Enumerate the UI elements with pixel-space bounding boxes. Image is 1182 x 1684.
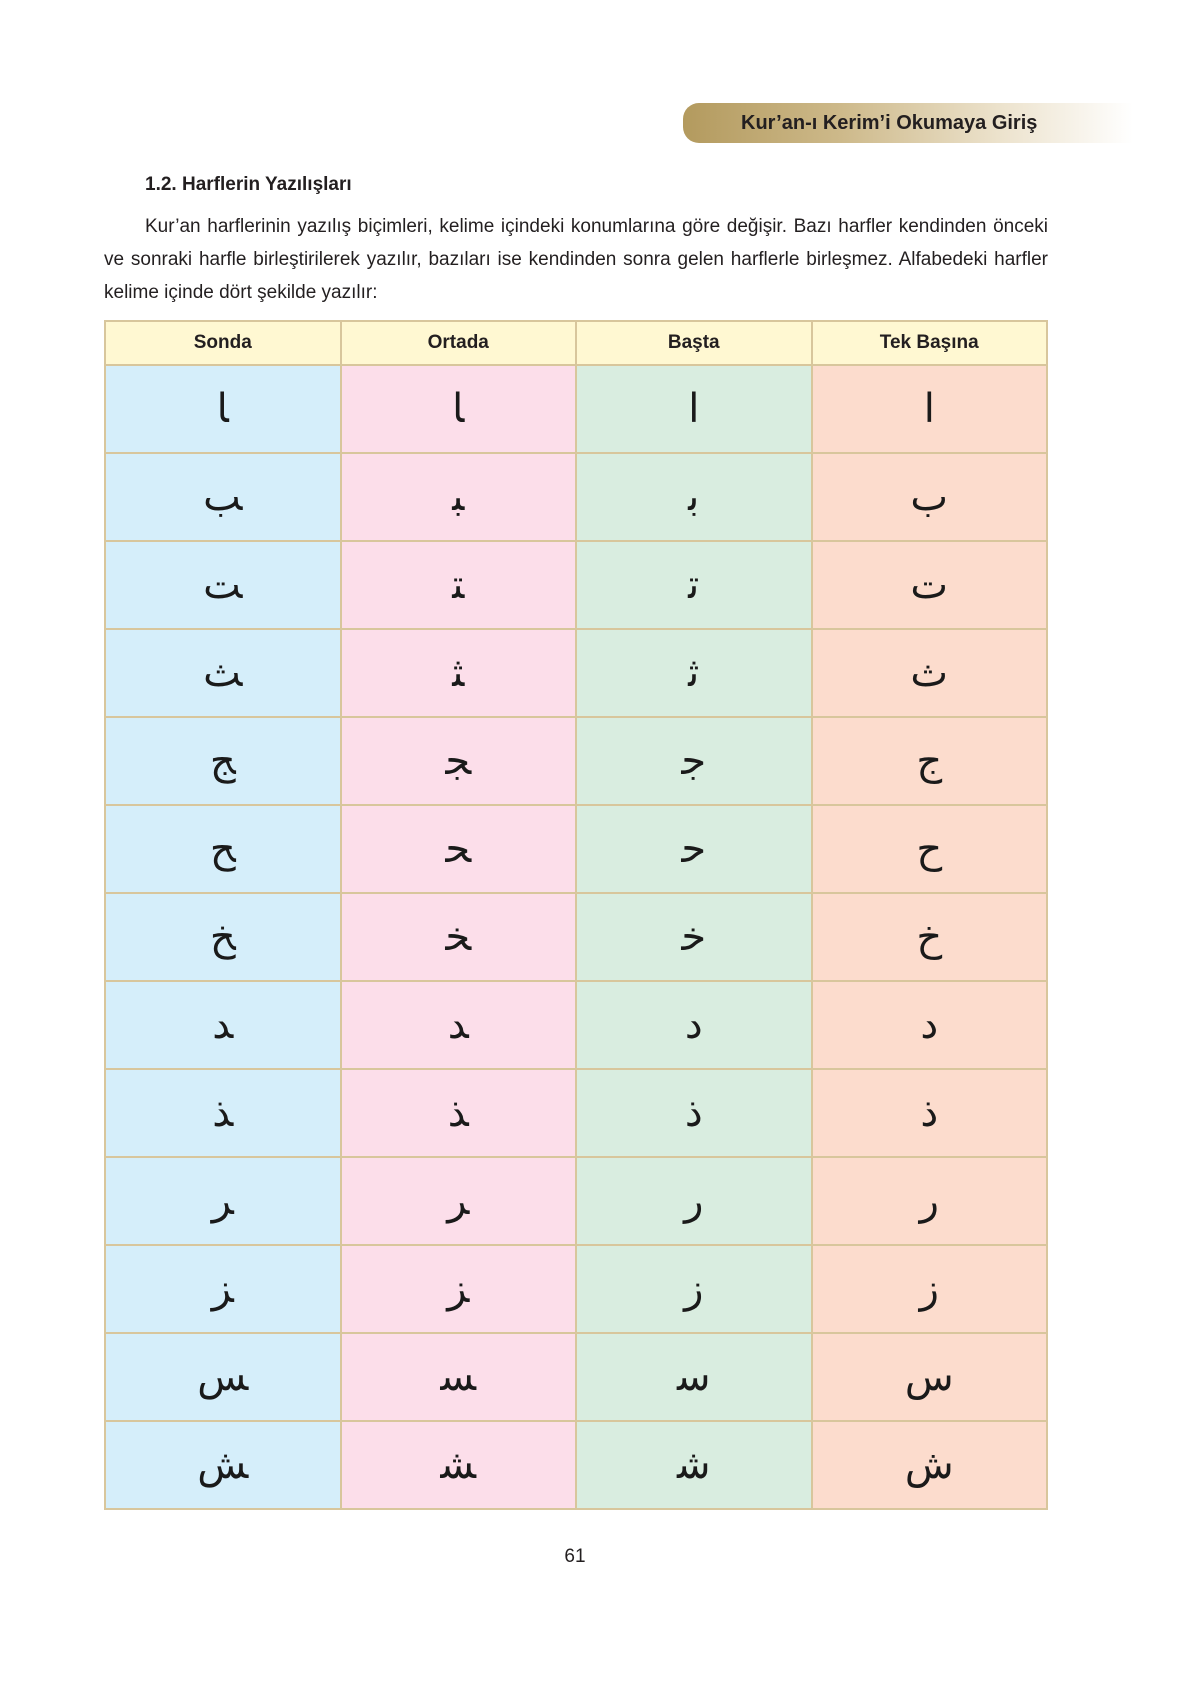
letter-form-cell: ‍ش [104, 1420, 342, 1510]
letter-form-cell: ‍ش‍ [339, 1420, 577, 1510]
letter-form-cell: خ‍ [575, 892, 813, 982]
column-header: Ortada [339, 320, 577, 366]
letter-form-cell: ذ [575, 1068, 813, 1158]
column-header: Sonda [104, 320, 342, 366]
letter-form-cell: ‍ر [339, 1156, 577, 1246]
letter-form-cell: ‍خ [104, 892, 342, 982]
letter-form-cell: ش‍ [575, 1420, 813, 1510]
letter-form-cell: ز [575, 1244, 813, 1334]
letter-form-cell: ‍ا [104, 364, 342, 454]
intro-text: Kur’an harflerinin yazılış biçimleri, ke… [104, 216, 1048, 303]
letter-form-cell: ‍ح‍ [339, 804, 577, 894]
table-row: ‍ب‍ب‍ب‍ب [104, 452, 1048, 542]
letter-form-cell: ش [810, 1420, 1048, 1510]
letter-form-cell: ‍ا [339, 364, 577, 454]
letter-form-cell: ‍ب [104, 452, 342, 542]
letter-forms-table: Sonda Ortada Başta Tek Başına ‍ا‍ا ا ا‍ب‍ب‍ب‍… [104, 320, 1048, 1510]
table-row: ‍ر‍ر ر ر [104, 1156, 1048, 1246]
letter-form-cell: ت [810, 540, 1048, 630]
letter-form-cell: خ [810, 892, 1048, 982]
letter-form-cell: د [810, 980, 1048, 1070]
letter-form-cell: ‍ب‍ [339, 452, 577, 542]
chapter-banner: Kur’an-ı Kerim’i Okumaya Giriş [683, 103, 1133, 143]
table-row: ‍ز‍ز ز ز [104, 1244, 1048, 1334]
letter-form-cell: ح‍ [575, 804, 813, 894]
letter-form-cell: ج [810, 716, 1048, 806]
letter-form-cell: ‍ذ [339, 1068, 577, 1158]
letter-form-cell: ‍س [104, 1332, 342, 1422]
letter-form-cell: ‍ت‍ [339, 540, 577, 630]
table-row: ‍ح‍ح‍ح‍ح [104, 804, 1048, 894]
table-row: ‍ش‍ش‍ش‍ش [104, 1420, 1048, 1510]
letter-form-cell: ‍ز [339, 1244, 577, 1334]
letter-form-cell: ‍ث [104, 628, 342, 718]
table-row: ‍ا‍ا ا ا [104, 364, 1048, 454]
letter-form-cell: ‍خ‍ [339, 892, 577, 982]
letter-form-cell: ‍ز [104, 1244, 342, 1334]
letter-form-cell: ‍ذ [104, 1068, 342, 1158]
chapter-title: Kur’an-ı Kerim’i Okumaya Giriş [741, 112, 1038, 134]
letter-form-cell: ب [810, 452, 1048, 542]
section-heading: 1.2. Harflerin Yazılışları [145, 174, 352, 195]
letter-form-cell: ‍ر [104, 1156, 342, 1246]
letter-form-cell: ‍ج‍ [339, 716, 577, 806]
letter-form-cell: ز [810, 1244, 1048, 1334]
letter-form-cell: ‍ج [104, 716, 342, 806]
table-row: ‍خ‍خ‍خ‍خ [104, 892, 1048, 982]
page-number: 61 [564, 1546, 586, 1567]
letter-form-cell: د [575, 980, 813, 1070]
letter-form-cell: س‍ [575, 1332, 813, 1422]
letter-form-cell: ‍س‍ [339, 1332, 577, 1422]
letter-form-cell: ‍د [339, 980, 577, 1070]
table-row: ‍ت‍ت‍ت‍ت [104, 540, 1048, 630]
intro-paragraph: Kur’an harflerinin yazılış biçimleri, ke… [104, 210, 1048, 309]
column-header: Tek Başına [810, 320, 1048, 366]
column-header: Başta [575, 320, 813, 366]
letter-form-cell: س [810, 1332, 1048, 1422]
letter-form-cell: ث‍ [575, 628, 813, 718]
letter-form-cell: ث [810, 628, 1048, 718]
letter-form-cell: ا [575, 364, 813, 454]
letter-form-cell: ر [575, 1156, 813, 1246]
letter-form-cell: ر [810, 1156, 1048, 1246]
letter-form-cell: ت‍ [575, 540, 813, 630]
letter-form-cell: ‍د [104, 980, 342, 1070]
letter-form-cell: ا [810, 364, 1048, 454]
letter-form-cell: ذ [810, 1068, 1048, 1158]
letter-form-cell: ‍ح [104, 804, 342, 894]
letter-form-cell: ج‍ [575, 716, 813, 806]
letter-form-cell: ح [810, 804, 1048, 894]
letter-form-cell: ‍ث‍ [339, 628, 577, 718]
table-row: ‍ج‍ج‍ج‍ج [104, 716, 1048, 806]
table-row: ‍د‍د د د [104, 980, 1048, 1070]
letter-form-cell: ب‍ [575, 452, 813, 542]
letter-form-cell: ‍ت [104, 540, 342, 630]
table-row: ‍ث‍ث‍ث‍ث [104, 628, 1048, 718]
table-row: ‍ذ‍ذ ذ ذ [104, 1068, 1048, 1158]
table-row: ‍س‍س‍س‍س [104, 1332, 1048, 1422]
